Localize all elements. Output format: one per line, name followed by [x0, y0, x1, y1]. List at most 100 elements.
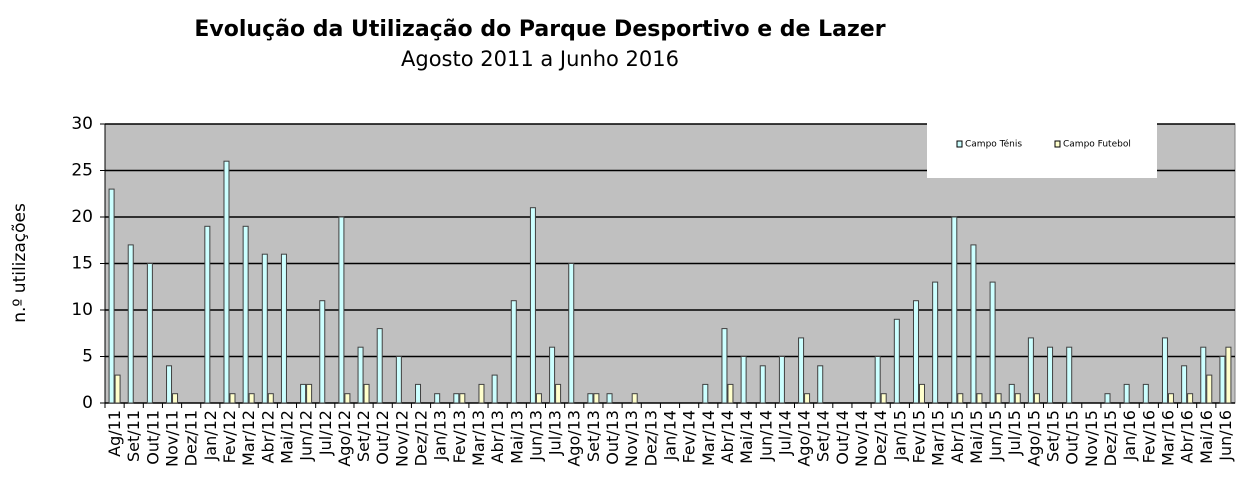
bar	[166, 365, 173, 404]
bar	[204, 225, 211, 404]
bar	[555, 383, 562, 404]
x-tick-label: Jul/15	[1005, 410, 1024, 456]
x-tick-label: Fev/16	[1139, 410, 1158, 463]
x-tick-label: Set/13	[584, 410, 603, 462]
bar	[721, 328, 728, 404]
bar	[759, 365, 766, 404]
bar	[1187, 393, 1194, 404]
x-tick-label: Abr/12	[258, 410, 277, 463]
bar	[376, 328, 383, 404]
x-tick-label: Jun/12	[297, 410, 316, 462]
bar	[1206, 374, 1213, 404]
bar	[1142, 383, 1149, 404]
x-tick-label: Jul/12	[316, 410, 335, 456]
x-tick-label: Fev/13	[450, 410, 469, 463]
x-tick-label: Fev/12	[220, 410, 239, 463]
x-tick-label: Mai/12	[277, 410, 296, 464]
bar	[957, 393, 964, 404]
bar	[912, 300, 919, 404]
x-tick-label: Jan/13	[431, 410, 450, 461]
bar	[459, 393, 466, 404]
x-tick-label: Ag/11	[105, 410, 124, 457]
bar	[478, 383, 485, 404]
bar	[1014, 393, 1021, 404]
y-axis-label: n.º utilizações	[10, 203, 30, 323]
x-tick-label: Jan/15	[890, 410, 909, 461]
x-tick-label: Ago/15	[1024, 410, 1043, 467]
bar	[338, 216, 345, 404]
x-tick-label: Nov/13	[622, 410, 641, 467]
bar	[114, 374, 121, 404]
x-tick-label: Set/11	[124, 410, 143, 462]
x-tick-label: Out/15	[1063, 410, 1082, 465]
legend-swatch	[956, 140, 963, 148]
bar	[631, 393, 638, 404]
bar	[893, 318, 900, 404]
bar	[415, 383, 422, 404]
bar	[1181, 365, 1188, 404]
bar	[976, 393, 983, 404]
legend-swatch	[1054, 140, 1061, 148]
x-tick-label: Dez/12	[412, 410, 431, 466]
bar	[344, 393, 351, 404]
bar	[395, 356, 402, 404]
bar	[817, 365, 824, 404]
x-tick-label: Mai/15	[967, 410, 986, 464]
legend-label: Campo Futebol	[1063, 140, 1131, 150]
x-tick-label: Out/14	[833, 410, 852, 465]
bar	[951, 216, 958, 404]
bar	[1219, 356, 1226, 404]
x-tick-label: Ago/13	[565, 410, 584, 467]
bar	[510, 300, 517, 404]
bar	[970, 244, 977, 404]
x-tick-label: Jun/15	[986, 410, 1005, 462]
x-tick-label: Jan/12	[201, 410, 220, 461]
y-tick-label: 30	[71, 114, 93, 134]
bar	[804, 393, 811, 404]
bar	[798, 337, 805, 404]
legend-label: Campo Ténis	[965, 139, 1022, 150]
bar	[1008, 383, 1015, 404]
bar	[606, 393, 613, 404]
x-tick-label: Jun/13	[526, 410, 545, 462]
bar	[549, 346, 556, 404]
chart-title: Evolução da Utilização do Parque Desport…	[194, 17, 885, 42]
x-tick-label: Nov/15	[1082, 410, 1101, 467]
bar	[1104, 393, 1111, 404]
x-tick-label: Abr/13	[488, 410, 507, 463]
x-tick-label: Out/11	[143, 410, 162, 465]
bar	[727, 383, 734, 404]
x-tick-label: Dez/13	[641, 410, 660, 466]
bar	[1027, 337, 1034, 404]
bar	[932, 281, 939, 404]
bar	[1200, 346, 1207, 404]
bar	[1161, 337, 1168, 404]
bar	[261, 253, 268, 404]
y-tick-label: 20	[71, 207, 93, 227]
bar	[127, 244, 134, 404]
x-tick-label: Out/13	[603, 410, 622, 465]
bar	[108, 188, 115, 404]
bar	[587, 393, 594, 404]
bar	[434, 393, 441, 404]
bar	[529, 207, 536, 404]
x-tick-label: Mar/15	[929, 410, 948, 466]
x-tick-label: Mai/16	[1197, 410, 1216, 464]
x-tick-label: Set/15	[1044, 410, 1063, 462]
bar	[306, 383, 313, 404]
bar	[300, 383, 307, 404]
bar	[593, 393, 600, 404]
bar	[280, 253, 287, 404]
y-tick-label: 25	[71, 161, 93, 181]
x-tick-label: Dez/15	[1101, 410, 1120, 466]
bar	[267, 393, 274, 404]
x-tick-label: Set/12	[354, 410, 373, 462]
x-tick-label: Fev/15	[909, 410, 928, 463]
legend-box	[927, 123, 1157, 178]
bar	[1225, 346, 1232, 404]
x-tick-label: Jun/14	[756, 410, 775, 462]
bar	[1033, 393, 1040, 404]
bar	[319, 300, 326, 404]
bar	[229, 393, 236, 404]
x-tick-label: Dez/14	[871, 410, 890, 466]
